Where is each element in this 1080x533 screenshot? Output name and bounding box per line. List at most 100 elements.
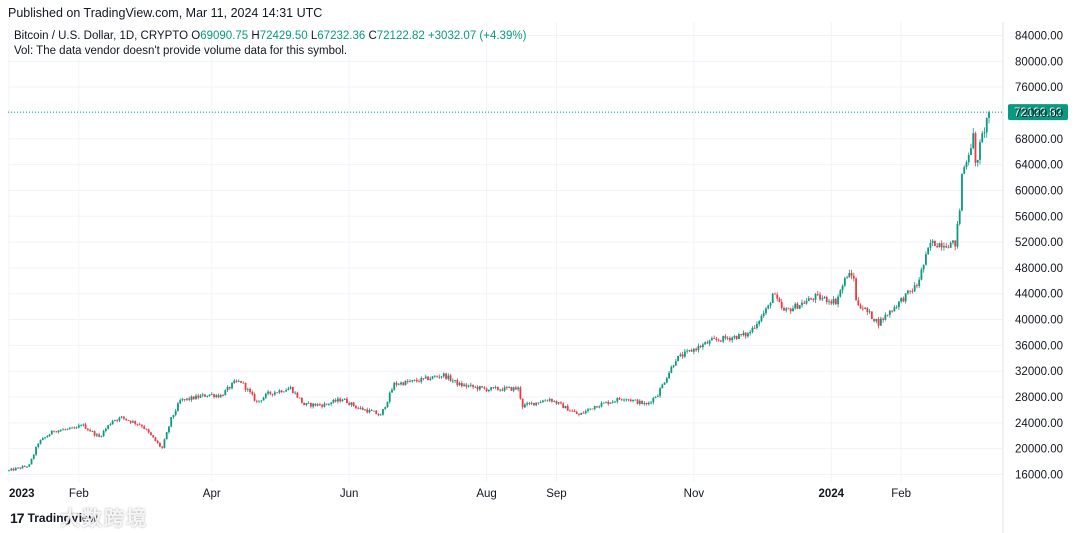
candle-body: [393, 382, 396, 390]
candle-body: [217, 395, 220, 398]
candle-body: [451, 380, 454, 382]
candle-body: [215, 395, 218, 397]
low-label: L: [310, 30, 318, 42]
candle-body: [499, 389, 502, 391]
candle-body: [289, 387, 292, 389]
candle-body: [190, 396, 193, 400]
candle-body: [337, 398, 339, 402]
candle-body: [686, 350, 689, 352]
candle-body: [325, 403, 328, 405]
candle-body: [744, 332, 747, 337]
candle-body: [650, 402, 652, 404]
candle-body: [846, 277, 848, 279]
candle-body: [237, 381, 240, 382]
candle-body: [373, 410, 375, 412]
candle-body: [309, 402, 312, 407]
candle-body: [64, 429, 67, 431]
candle-body: [318, 404, 321, 405]
candle-body: [778, 298, 781, 302]
candle-body: [449, 375, 452, 381]
candle-body: [692, 348, 695, 352]
y-tick-label: 48000.00: [1015, 263, 1063, 275]
candle-body: [359, 407, 362, 409]
candle-body: [32, 454, 35, 459]
candle-body: [934, 240, 936, 247]
candle-body: [776, 294, 779, 299]
candle-body: [830, 301, 833, 304]
candle-body: [582, 412, 585, 414]
candle-body: [798, 305, 801, 309]
candle-body: [73, 427, 76, 429]
y-tick-label: 28000.00: [1015, 392, 1063, 404]
candle-body: [931, 240, 934, 243]
candle-body: [501, 389, 504, 391]
candle-body: [460, 382, 463, 387]
watermark: 大数跨境: [60, 508, 148, 530]
candle-body: [954, 240, 957, 247]
candle-body: [729, 338, 731, 341]
candle-body: [438, 376, 441, 378]
candle-body: [472, 384, 474, 387]
candle-body: [246, 389, 249, 390]
y-tick-label: 24000.00: [1015, 418, 1063, 430]
candle-body: [377, 414, 380, 416]
candle-body: [483, 387, 486, 389]
candle-body: [864, 307, 866, 310]
candle-body: [965, 162, 968, 168]
candle-body: [740, 334, 743, 336]
candle-body: [127, 419, 130, 421]
candle-body: [789, 308, 792, 312]
candle-body: [837, 296, 839, 305]
candle-body: [152, 435, 155, 438]
candle-body: [897, 301, 900, 308]
candle-body: [938, 243, 941, 248]
candle-body: [8, 470, 10, 472]
candle-body: [720, 340, 722, 342]
candle-body: [537, 402, 540, 404]
y-tick-label: 76000.00: [1015, 82, 1063, 94]
candle-body: [231, 382, 233, 389]
candle-body: [111, 420, 114, 425]
time-axis[interactable]: 2023 Feb Apr Jun Aug Sep Nov 2024 Feb: [9, 488, 911, 500]
tradingview-logo-icon: 17: [10, 510, 25, 526]
candle-body: [785, 308, 788, 311]
candle-body: [370, 410, 373, 411]
candle-body: [39, 440, 42, 444]
candle-body: [226, 387, 229, 391]
candle-body: [409, 381, 411, 383]
candle-body: [979, 142, 981, 160]
candle-body: [95, 434, 98, 436]
y-tick-label: 32000.00: [1015, 366, 1063, 378]
candle-body: [469, 384, 472, 386]
candle-body: [542, 400, 544, 403]
candle-body: [575, 411, 578, 414]
candle-body: [159, 442, 161, 447]
candle-body: [927, 247, 930, 255]
candle-body: [638, 400, 641, 404]
candle-body: [456, 380, 459, 386]
candle-body: [487, 389, 490, 392]
candle-body: [418, 381, 420, 383]
y-tick-label: 20000.00: [1015, 444, 1063, 456]
y-tick-label: 36000.00: [1015, 340, 1063, 352]
close-label: C: [368, 30, 377, 42]
candle-body: [341, 399, 344, 402]
candle-body: [747, 333, 749, 337]
candle-body: [762, 313, 765, 316]
candle-body: [560, 402, 562, 404]
candle-body: [384, 407, 387, 410]
price-axis[interactable]: 84000.00 80000.00 76000.00 72000.00 68000.00…: [1015, 31, 1063, 482]
tradingview-logo[interactable]: 17 TradingView: [10, 510, 98, 526]
candle-body: [803, 302, 806, 304]
candle-body: [533, 402, 535, 406]
candle-body: [902, 298, 905, 302]
candle-body: [629, 399, 632, 402]
candle-body: [490, 387, 493, 390]
y-tick-label: 40000.00: [1015, 315, 1063, 327]
candle-body: [704, 342, 707, 345]
candle-body: [503, 387, 506, 391]
open-label: O: [191, 30, 201, 42]
candle-body: [305, 403, 308, 406]
candle-body: [422, 378, 425, 379]
